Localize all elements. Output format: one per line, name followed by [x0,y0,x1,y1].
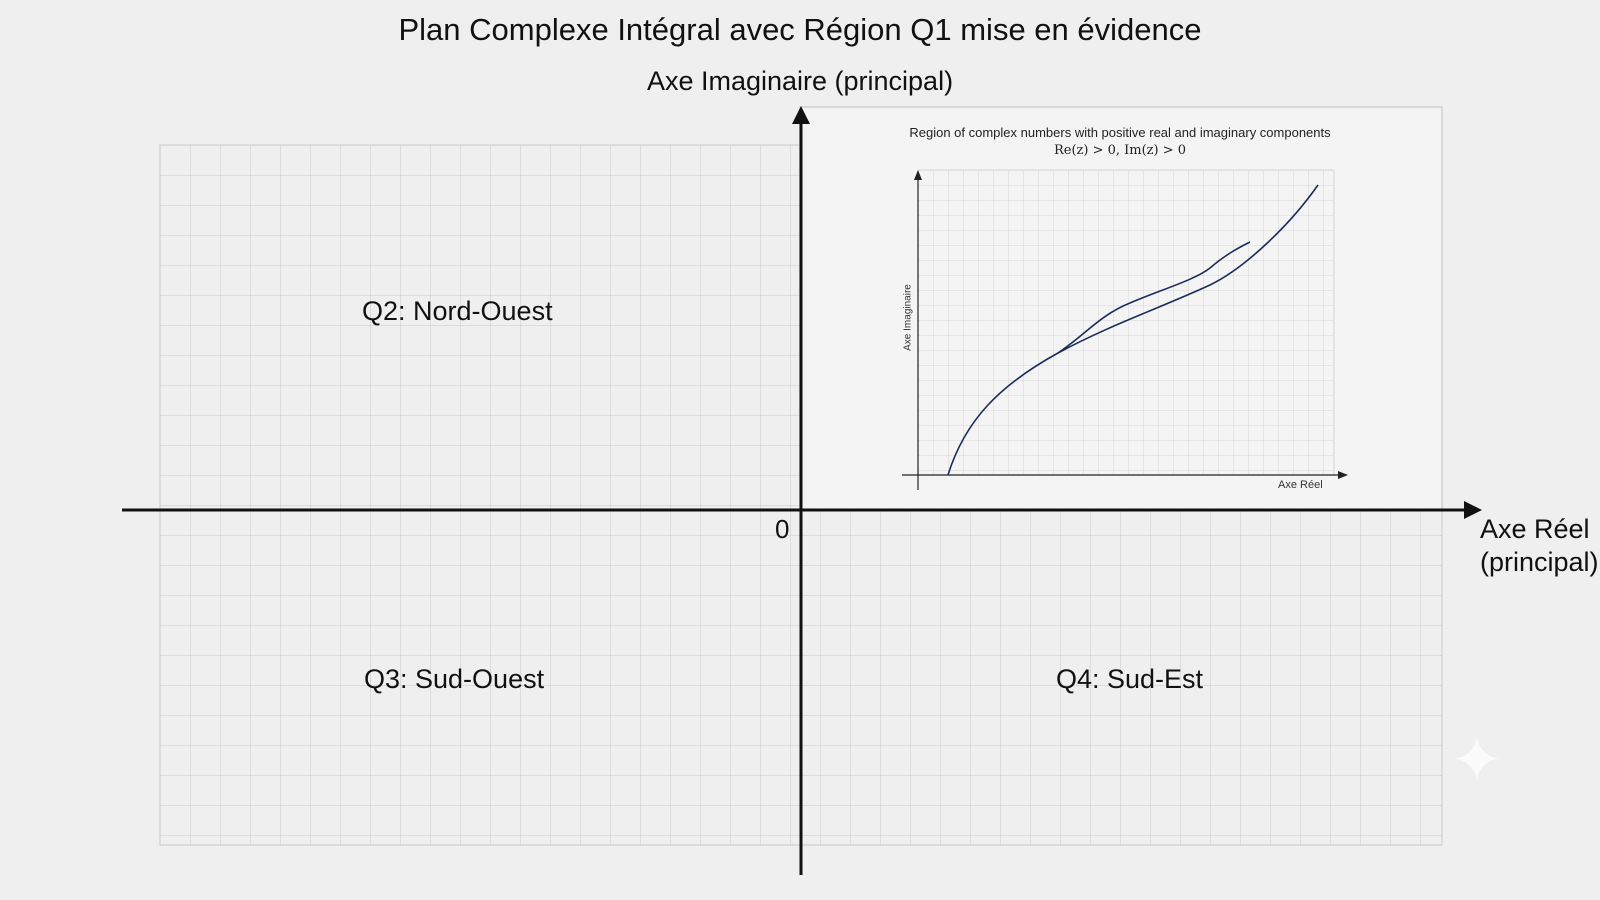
real-axis-label: Axe Réel (principal) [1480,513,1599,579]
inset-x-arrow [1338,471,1348,479]
quadrant-label-q2: Q2: Nord-Ouest [362,296,553,326]
inset-curve-upper [1057,241,1251,354]
inset-x-axis-label: Axe Réel [1278,479,1323,491]
imaginary-axis-label: Axe Imaginaire (principal) [646,66,954,96]
diagram-title: Plan Complexe Intégral avec Région Q1 mi… [398,12,1202,47]
inset-formula: Re(z) > 0, Im(z) > 0 [1053,143,1187,158]
inset-y-axis-label: Axe Imaginaire [902,284,914,351]
origin-label: 0 [775,514,790,544]
inset-grid [917,169,1335,476]
quadrant-label-q4: Q4: Sud-Est [1056,664,1204,694]
imaginary-axis-arrow [792,106,810,124]
sparkle-icon: ✦ [1450,724,1504,796]
inset-y-arrow [914,170,922,180]
quadrant-label-q3: Q3: Sud-Ouest [364,664,545,694]
inset-title: Region of complex numbers with positive … [909,125,1331,140]
inset-curve-lower [947,184,1319,476]
real-axis-label-line1: Axe Réel [1480,514,1590,544]
real-axis-arrow [1464,501,1482,519]
real-axis-label-line2: (principal) [1480,547,1599,577]
